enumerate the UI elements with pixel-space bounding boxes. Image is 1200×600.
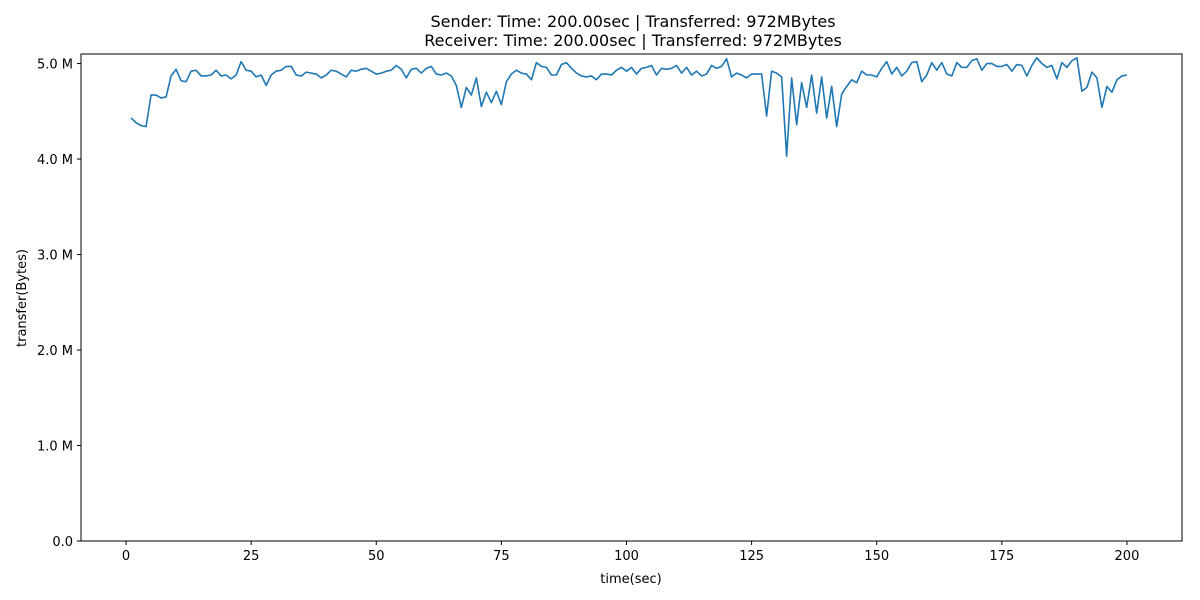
series-line-0 bbox=[130, 57, 1128, 157]
chart-title-line2: Receiver: Time: 200.00sec | Transferred:… bbox=[424, 31, 842, 50]
x-axis-label: time(sec) bbox=[600, 572, 661, 587]
x-tick-label: 0 bbox=[122, 549, 130, 564]
axes: 0 25 50 75 100 125 150 175 200 0.0 1.0 M 2.0 M 3.0 M… bbox=[37, 53, 1183, 564]
y-tick-label: 1.0 M bbox=[37, 440, 73, 455]
y-tick-label: 3.0 M bbox=[37, 249, 73, 264]
plot-area bbox=[130, 57, 1128, 157]
x-tick-label: 175 bbox=[989, 549, 1014, 564]
x-tick-label: 200 bbox=[1115, 549, 1140, 564]
chart-title-line1: Sender: Time: 200.00sec | Transferred: 9… bbox=[430, 12, 836, 31]
x-tick-label: 150 bbox=[864, 549, 889, 564]
plot-frame bbox=[80, 53, 1183, 542]
y-axis-label: transfer(Bytes) bbox=[15, 249, 30, 347]
x-tick-label: 125 bbox=[739, 549, 764, 564]
x-tick-label: 25 bbox=[243, 549, 260, 564]
y-tick-label: 0.0 bbox=[52, 535, 73, 550]
y-tick-label: 5.0 M bbox=[37, 58, 73, 73]
y-tick-label: 4.0 M bbox=[37, 153, 73, 168]
x-tick-label: 50 bbox=[368, 549, 385, 564]
y-tick-label: 2.0 M bbox=[37, 344, 73, 359]
x-tick-label: 100 bbox=[614, 549, 639, 564]
x-tick-label: 75 bbox=[493, 549, 510, 564]
